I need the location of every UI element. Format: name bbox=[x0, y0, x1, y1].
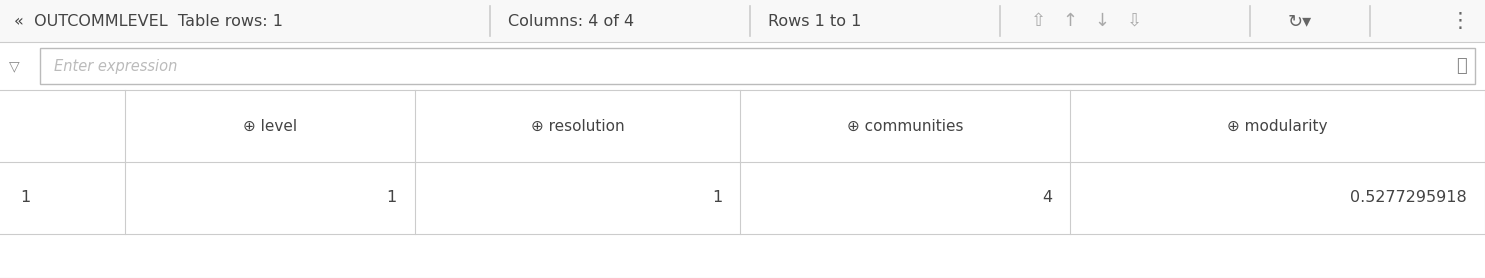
Text: 1: 1 bbox=[386, 190, 396, 205]
Text: ↓: ↓ bbox=[1094, 12, 1109, 30]
Text: ⊕ communities: ⊕ communities bbox=[846, 118, 964, 133]
Text: ⇧: ⇧ bbox=[1031, 12, 1045, 30]
Text: ↑: ↑ bbox=[1062, 12, 1078, 30]
Text: «  OUTCOMMLEVEL  Table rows: 1: « OUTCOMMLEVEL Table rows: 1 bbox=[13, 14, 284, 29]
Text: ↻▾: ↻▾ bbox=[1287, 12, 1313, 30]
Text: ⇩: ⇩ bbox=[1127, 12, 1142, 30]
Text: ⋮: ⋮ bbox=[1451, 11, 1472, 31]
Text: Enter expression: Enter expression bbox=[53, 58, 177, 73]
Text: Columns: 4 of 4: Columns: 4 of 4 bbox=[508, 14, 634, 29]
Text: ⊕ level: ⊕ level bbox=[244, 118, 297, 133]
FancyBboxPatch shape bbox=[40, 48, 1475, 84]
Text: 1: 1 bbox=[711, 190, 722, 205]
Bar bbox=[0, 0, 1485, 42]
Text: ⌕: ⌕ bbox=[1457, 57, 1467, 75]
Text: Rows 1 to 1: Rows 1 to 1 bbox=[768, 14, 861, 29]
Text: 1: 1 bbox=[19, 190, 30, 205]
Text: ▽: ▽ bbox=[9, 59, 19, 73]
Text: 0.5277295918: 0.5277295918 bbox=[1350, 190, 1467, 205]
Text: ⊕ modularity: ⊕ modularity bbox=[1227, 118, 1328, 133]
Text: 4: 4 bbox=[1042, 190, 1051, 205]
Text: ⊕ resolution: ⊕ resolution bbox=[530, 118, 624, 133]
